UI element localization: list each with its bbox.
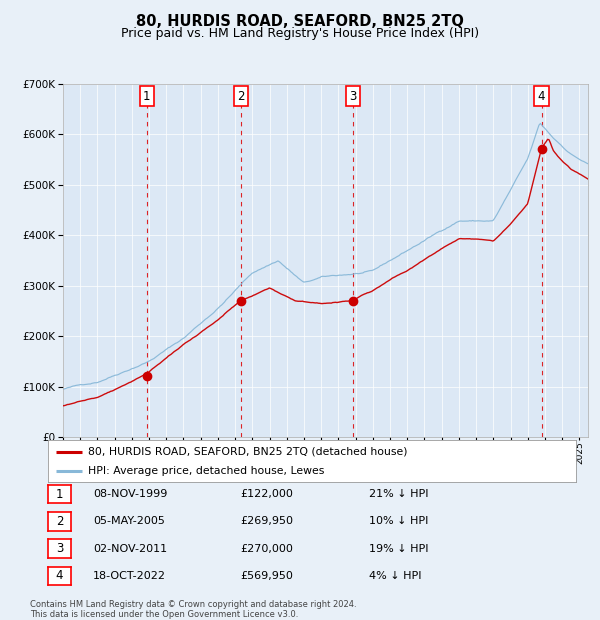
Text: 80, HURDIS ROAD, SEAFORD, BN25 2TQ (detached house): 80, HURDIS ROAD, SEAFORD, BN25 2TQ (deta… <box>88 446 407 456</box>
Text: 02-NOV-2011: 02-NOV-2011 <box>93 544 167 554</box>
Text: Contains HM Land Registry data © Crown copyright and database right 2024.
This d: Contains HM Land Registry data © Crown c… <box>30 600 356 619</box>
Text: 19% ↓ HPI: 19% ↓ HPI <box>369 544 428 554</box>
Text: 2: 2 <box>56 515 63 528</box>
Text: 1: 1 <box>143 89 151 102</box>
Text: £122,000: £122,000 <box>240 489 293 499</box>
Text: 21% ↓ HPI: 21% ↓ HPI <box>369 489 428 499</box>
Text: 3: 3 <box>56 542 63 555</box>
Text: 3: 3 <box>349 89 356 102</box>
Text: 4: 4 <box>56 570 63 582</box>
Text: £569,950: £569,950 <box>240 571 293 581</box>
Text: 10% ↓ HPI: 10% ↓ HPI <box>369 516 428 526</box>
Text: 18-OCT-2022: 18-OCT-2022 <box>93 571 166 581</box>
Text: £270,000: £270,000 <box>240 544 293 554</box>
Text: HPI: Average price, detached house, Lewes: HPI: Average price, detached house, Lewe… <box>88 466 324 476</box>
Text: £269,950: £269,950 <box>240 516 293 526</box>
Text: 4: 4 <box>538 89 545 102</box>
Text: 2: 2 <box>237 89 245 102</box>
Text: 80, HURDIS ROAD, SEAFORD, BN25 2TQ: 80, HURDIS ROAD, SEAFORD, BN25 2TQ <box>136 14 464 29</box>
Text: 4% ↓ HPI: 4% ↓ HPI <box>369 571 421 581</box>
Text: Price paid vs. HM Land Registry's House Price Index (HPI): Price paid vs. HM Land Registry's House … <box>121 27 479 40</box>
Text: 08-NOV-1999: 08-NOV-1999 <box>93 489 167 499</box>
Text: 1: 1 <box>56 488 63 500</box>
Text: 05-MAY-2005: 05-MAY-2005 <box>93 516 165 526</box>
